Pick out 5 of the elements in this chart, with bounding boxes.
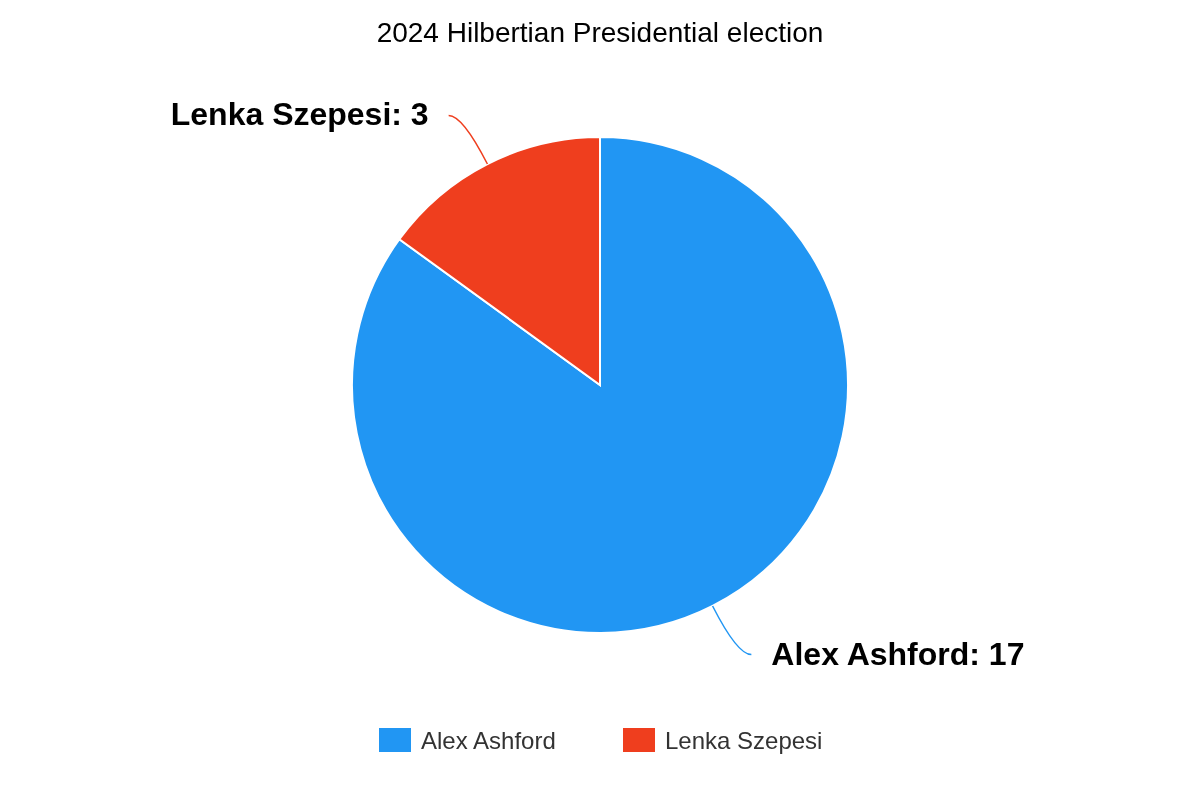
legend-label: Lenka Szepesi — [665, 727, 823, 754]
chart-title: 2024 Hilbertian Presidential election — [376, 17, 824, 48]
data-label: Alex Ashford: 17 — [771, 635, 1025, 672]
legend-label: Alex Ashford — [421, 727, 556, 754]
data-label: Lenka Szepesi: 3 — [170, 96, 429, 133]
